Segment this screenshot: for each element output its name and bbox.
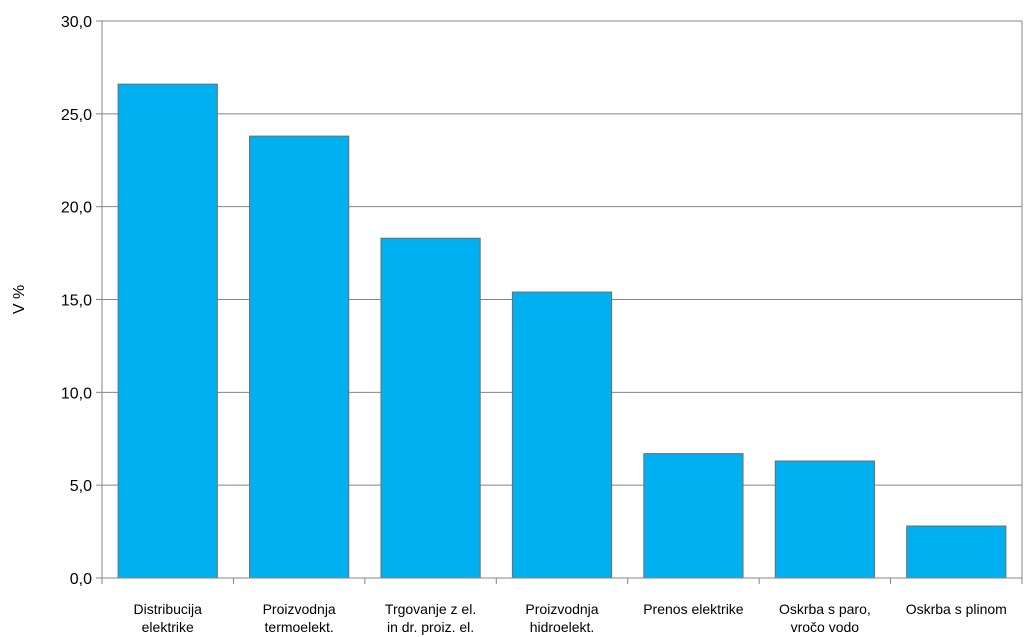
x-tick-label-line: Trgovanje z el. xyxy=(385,601,476,617)
bar xyxy=(511,291,613,579)
y-tick-labels: 0,0 5,0 10,0 15,0 20,0 25,0 30,0 xyxy=(61,14,92,588)
x-tick-label-line: Proizvodnja xyxy=(525,601,598,617)
bar xyxy=(117,83,218,579)
x-tick-label: Oskrba s paro, vročo vodo xyxy=(779,601,871,635)
y-tick-label: 25,0 xyxy=(61,107,92,124)
x-tick-label-line: Distribucija xyxy=(133,601,202,617)
x-tick-label-line: termoelekt. xyxy=(265,619,334,635)
bar xyxy=(774,460,875,579)
x-tick-label-line: hidroelekt. xyxy=(530,619,595,635)
y-axis-title: V % xyxy=(11,285,28,314)
x-tick-label-line: Oskrba s plinom xyxy=(906,601,1007,617)
x-tick-label: Oskrba s plinom xyxy=(906,601,1007,617)
x-tick-labels: Distribucija elektrike Proizvodnja termoele… xyxy=(133,601,1006,635)
y-tick-label: 0,0 xyxy=(70,571,92,588)
x-tick-label: Distribucija elektrike xyxy=(133,601,202,635)
x-tick-label-line: in dr. proiz. el. xyxy=(387,619,474,635)
y-tick-label: 30,0 xyxy=(61,14,92,31)
axes xyxy=(96,20,1023,584)
bar xyxy=(249,135,350,579)
bars xyxy=(117,83,1007,579)
x-tick-label: Prenos elektrike xyxy=(643,601,744,617)
x-tick-label-line: Oskrba s paro, xyxy=(779,601,871,617)
bar xyxy=(380,237,481,579)
x-tick-label: Proizvodnja termoelekt. xyxy=(263,601,336,635)
x-tick-label-line: Prenos elektrike xyxy=(643,601,744,617)
y-tick-label: 10,0 xyxy=(61,385,92,402)
x-tick-label-line: vročo vodo xyxy=(791,619,860,635)
y-tick-label: 5,0 xyxy=(70,478,92,495)
y-tick-label: 20,0 xyxy=(61,200,92,217)
bar xyxy=(643,453,744,579)
x-tick-label-line: elektrike xyxy=(142,619,194,635)
x-tick-label: Proizvodnja hidroelekt. xyxy=(525,601,598,635)
x-tick-label: Trgovanje z el. in dr. proiz. el. xyxy=(385,601,476,635)
bar xyxy=(906,525,1007,579)
y-tick-label: 15,0 xyxy=(61,293,92,310)
x-tick-label-line: Proizvodnja xyxy=(263,601,336,617)
